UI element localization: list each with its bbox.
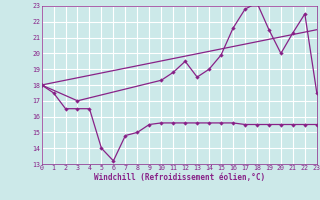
- X-axis label: Windchill (Refroidissement éolien,°C): Windchill (Refroidissement éolien,°C): [94, 173, 265, 182]
